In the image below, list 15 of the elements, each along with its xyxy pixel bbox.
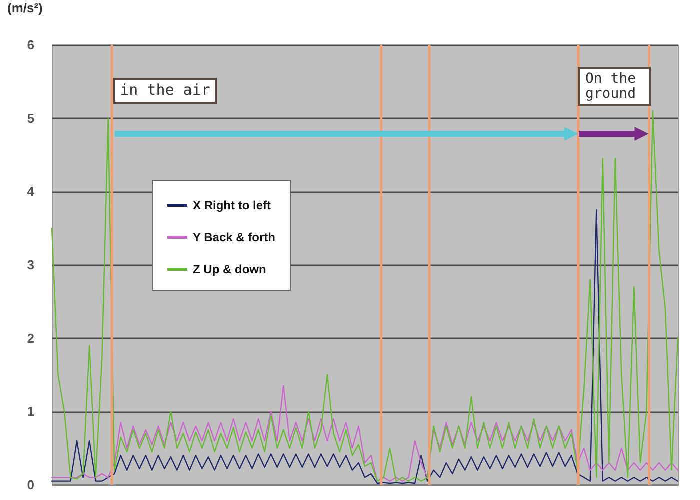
y-tick-label: 6 — [27, 38, 34, 52]
line-series — [51, 110, 679, 482]
legend-label: Y Back & forth — [193, 230, 276, 244]
legend-label: X Right to left — [193, 198, 271, 212]
annotation: in the air — [113, 78, 218, 104]
legend-label: Z Up & down — [193, 262, 266, 276]
y-tick-label: 3 — [27, 258, 34, 272]
line-series — [51, 385, 679, 482]
y-tick-label: 0 — [27, 478, 34, 492]
y-tick-label: 2 — [27, 330, 34, 346]
y-tick-label: 4 — [27, 184, 36, 200]
y-tick-label: 5 — [27, 110, 34, 126]
y-tick-label: 1 — [27, 404, 34, 420]
annotation: On the ground — [578, 67, 652, 106]
y-axis-title: (m/s²) — [8, 0, 43, 16]
